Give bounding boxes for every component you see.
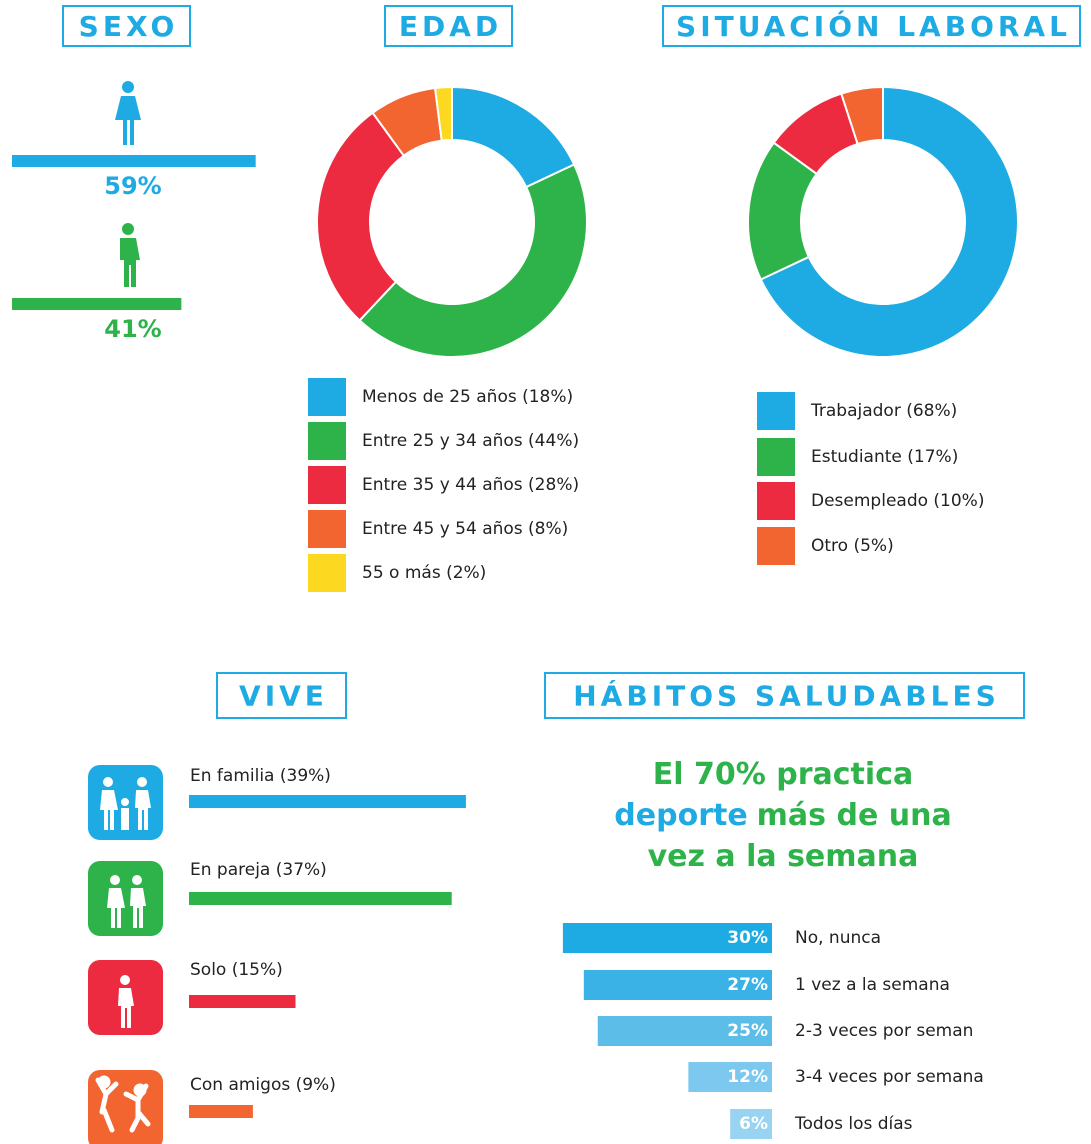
donut-slice <box>433 85 453 142</box>
legend-label: 55 o más (2%) <box>362 563 486 583</box>
legend-label: Otro (5%) <box>811 536 894 556</box>
headline-part: vez a la semana <box>648 839 919 874</box>
bar <box>12 155 256 167</box>
legend-swatch <box>757 482 795 520</box>
legend-swatch <box>308 378 346 416</box>
category-label: No, nunca <box>795 928 881 948</box>
title-box <box>62 5 191 47</box>
donut-slice <box>759 85 1020 358</box>
value-label: 25% <box>727 1021 768 1041</box>
legend-swatch <box>308 422 346 460</box>
category-label: 1 vez a la semana <box>795 975 950 995</box>
title-box <box>662 5 1081 47</box>
headline: El 70% practica <box>653 757 913 792</box>
headline-part: deporte <box>614 798 747 833</box>
section-title: SITUACIÓN LABORAL <box>676 9 1071 43</box>
category-label: 2-3 veces por seman <box>795 1021 973 1041</box>
headline-part: El 70% practica <box>653 757 913 792</box>
legend-label: Entre 45 y 54 años (8%) <box>362 519 568 539</box>
category-label: Todos los días <box>794 1114 913 1134</box>
legend-swatch <box>308 510 346 548</box>
vive-icons <box>88 765 163 1144</box>
bar <box>189 995 296 1008</box>
legend-label: Entre 25 y 34 años (44%) <box>362 431 579 451</box>
legend-swatch <box>308 466 346 504</box>
bar <box>562 923 772 953</box>
legend-label: Desempleado (10%) <box>811 491 984 511</box>
legend-label: Trabajador (68%) <box>810 401 957 421</box>
bar <box>189 795 466 808</box>
value-label: 59% <box>104 172 161 200</box>
bar-label: Solo (15%) <box>190 960 283 980</box>
bar-label: En familia (39%) <box>190 766 331 786</box>
value-label: 30% <box>727 928 768 948</box>
bar <box>189 892 452 905</box>
bar <box>688 1062 772 1092</box>
value-label: 6% <box>739 1114 768 1134</box>
male-icon <box>120 223 140 287</box>
legend-swatch <box>757 392 795 430</box>
title-box <box>544 672 1025 719</box>
legend-label: Menos de 25 años (18%) <box>362 387 573 407</box>
bar <box>189 1105 253 1118</box>
section-title: VIVE <box>239 680 328 713</box>
legend-label: Entre 35 y 44 años (28%) <box>362 475 579 495</box>
bar-label: Con amigos (9%) <box>190 1075 336 1095</box>
value-label: 27% <box>727 975 768 995</box>
legend-label: Estudiante (17%) <box>811 447 958 467</box>
category-label: 3-4 veces por semana <box>795 1067 984 1087</box>
bar <box>730 1109 772 1139</box>
title-box <box>384 5 513 47</box>
section-title: HÁBITOS SALUDABLES <box>573 679 999 713</box>
legend-swatch <box>308 554 346 592</box>
bar <box>597 1016 772 1046</box>
donut-slice <box>358 163 588 358</box>
bar <box>583 970 772 1000</box>
female-icon <box>115 81 141 145</box>
bar-label: En pareja (37%) <box>190 860 327 880</box>
headline: vez a la semana <box>648 839 919 874</box>
value-label: 41% <box>104 315 161 343</box>
headline-part: más de una <box>757 798 952 833</box>
bar <box>12 298 182 310</box>
legend-swatch <box>757 527 795 565</box>
headline: deporte más de una <box>614 798 951 833</box>
donut-slice <box>840 85 884 146</box>
section-title: EDAD <box>399 10 502 43</box>
section-title: SEXO <box>79 10 179 43</box>
legend-swatch <box>757 438 795 476</box>
title-box <box>216 672 347 719</box>
value-label: 12% <box>727 1067 768 1087</box>
donut-slice <box>316 111 406 322</box>
